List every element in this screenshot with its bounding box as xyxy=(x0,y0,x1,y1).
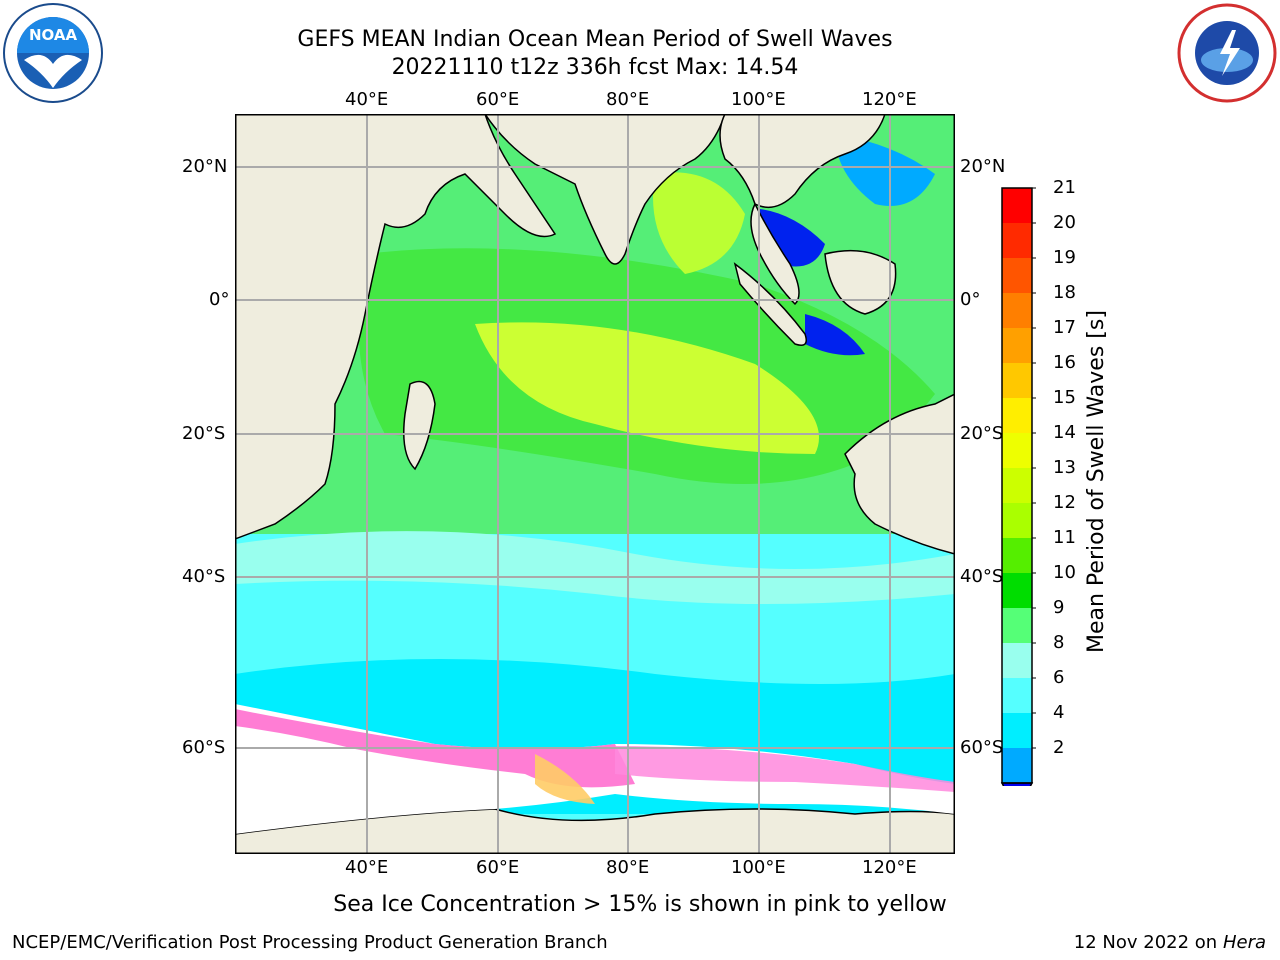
footer-credit: NCEP/EMC/Verification Post Processing Pr… xyxy=(12,932,608,953)
colorbar-segment xyxy=(1002,678,1032,713)
colorbar-tick-label: 17 xyxy=(1053,317,1076,338)
colorbar-segment xyxy=(1002,468,1032,503)
colorbar-segment xyxy=(1002,293,1032,328)
antarctica-land xyxy=(235,808,955,854)
bay-of-bengal-band xyxy=(653,172,745,274)
colorbar-segment xyxy=(1002,188,1032,223)
lon-label-bottom: 120°E xyxy=(862,857,917,878)
colorbar-tick-label: 6 xyxy=(1053,667,1065,688)
colorbar-segment xyxy=(1002,538,1032,573)
lon-label-top: 120°E xyxy=(862,89,917,110)
colorbar-segment xyxy=(1002,363,1032,398)
lon-label-top: 100°E xyxy=(731,89,786,110)
shallow-sea-region-2 xyxy=(805,314,865,356)
lat-label-right: 40°S xyxy=(960,566,1004,587)
india-land xyxy=(484,114,726,265)
colorbar-segment xyxy=(1002,748,1032,783)
colorbar-tick-label: 14 xyxy=(1053,422,1076,443)
map-gridlines xyxy=(235,114,955,854)
lat-label-left: 60°S xyxy=(182,737,226,758)
sea-ice-yellow xyxy=(535,754,595,804)
lon-label-bottom: 100°E xyxy=(731,857,786,878)
colorbar-tick-label: 2 xyxy=(1053,737,1065,758)
ocean-band-yellow xyxy=(475,322,819,454)
colorbar-segment xyxy=(1002,328,1032,363)
colorbar-segment xyxy=(1002,713,1032,748)
colorbar-tick-label: 9 xyxy=(1053,597,1065,618)
colorbar-tick-label: 18 xyxy=(1053,282,1076,303)
sea-ice-pink-east xyxy=(615,746,955,792)
lon-label-bottom: 40°E xyxy=(345,857,389,878)
colorbar-segment xyxy=(1002,223,1032,258)
lat-label-right: 60°S xyxy=(960,737,1004,758)
colorbar-segment xyxy=(1002,398,1032,433)
lat-label-right: 20°N xyxy=(960,156,1006,177)
noaa-logo-text: NOAA xyxy=(29,26,78,44)
colorbar-tick-label: 20 xyxy=(1053,212,1076,233)
map-subtitle: 20221110 t12z 336h fcst Max: 14.54 xyxy=(391,55,799,80)
colorbar-tick-label: 21 xyxy=(1053,177,1076,198)
colorbar-segment xyxy=(1002,608,1032,643)
colorbar xyxy=(1000,187,1036,786)
colorbar-tick-label: 16 xyxy=(1053,352,1076,373)
indochina-land xyxy=(719,114,886,209)
map-title: GEFS MEAN Indian Ocean Mean Period of Sw… xyxy=(297,27,893,52)
colorbar-tick-label: 19 xyxy=(1053,247,1076,268)
sea-ice-caption: Sea Ice Concentration > 15% is shown in … xyxy=(333,892,947,917)
lat-label-left: 20°S xyxy=(182,423,226,444)
lon-label-top: 80°E xyxy=(606,89,650,110)
lat-label-right: 20°S xyxy=(960,423,1004,444)
land-masses xyxy=(235,114,955,854)
colorbar-tick-label: 10 xyxy=(1053,562,1076,583)
map-canvas xyxy=(235,114,955,854)
madagascar-land xyxy=(403,380,436,471)
malay-peninsula-land xyxy=(750,202,800,306)
lon-label-bottom: 60°E xyxy=(476,857,520,878)
lat-label-left: 20°N xyxy=(182,156,228,177)
lon-label-bottom: 80°E xyxy=(606,857,650,878)
shallow-sea-region-3 xyxy=(835,134,935,206)
nws-logo xyxy=(1176,2,1278,104)
footer-date-text: 12 Nov 2022 on xyxy=(1073,932,1218,953)
colorbar-segment xyxy=(1002,643,1032,678)
colorbar-tick-label: 8 xyxy=(1053,632,1065,653)
lon-label-top: 40°E xyxy=(345,89,389,110)
colorbar-segment xyxy=(1002,258,1032,293)
colorbar-segment xyxy=(1002,433,1032,468)
colorbar-tick-label: 4 xyxy=(1053,702,1065,723)
map-frame xyxy=(235,114,955,854)
lat-label-left: 40°S xyxy=(182,566,226,587)
africa-land xyxy=(235,114,557,540)
ocean-band-transition xyxy=(235,531,955,604)
lat-label-right: 0° xyxy=(960,289,981,310)
footer-machine: Hera xyxy=(1222,932,1266,953)
lon-label-top: 60°E xyxy=(476,89,520,110)
colorbar-tick-label: 11 xyxy=(1053,527,1076,548)
colorbar-frame xyxy=(1001,187,1033,784)
colorbar-tick-label: 15 xyxy=(1053,387,1076,408)
colorbar-segment xyxy=(1002,573,1032,608)
lat-label-left: 0° xyxy=(209,289,230,310)
colorbar-title: Mean Period of Swell Waves [s] xyxy=(1084,310,1109,653)
noaa-logo: NOAA xyxy=(2,2,104,104)
colorbar-segment xyxy=(1002,503,1032,538)
footer-date: 12 Nov 2022 on Hera xyxy=(1074,932,1266,954)
colorbar-tick-label: 13 xyxy=(1053,457,1076,478)
colorbar-tick-label: 12 xyxy=(1053,492,1076,513)
